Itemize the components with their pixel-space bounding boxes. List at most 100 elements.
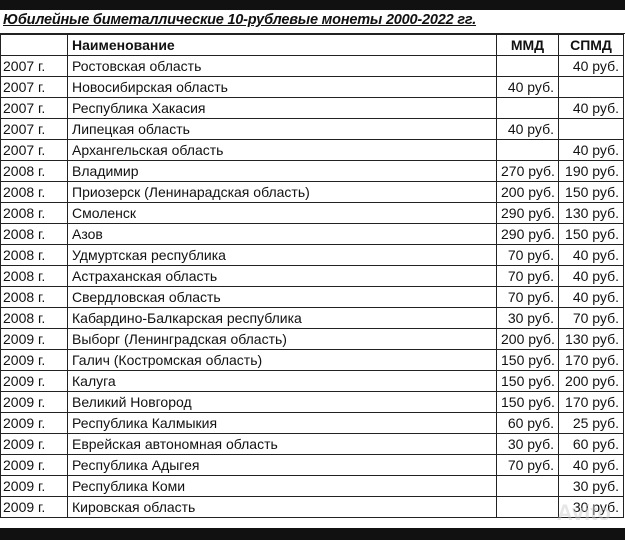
table-row: 2007 г. Новосибирская область 40 руб. bbox=[0, 76, 624, 98]
cell-year: 2009 г. bbox=[0, 391, 68, 413]
table-row: 2009 г. Еврейская автономная область 30 ру… bbox=[0, 433, 624, 455]
cell-spmd: 130 руб. bbox=[558, 328, 624, 350]
header-name: Наименование bbox=[67, 34, 497, 56]
cell-spmd bbox=[558, 118, 624, 140]
cell-year: 2009 г. bbox=[0, 433, 68, 455]
cell-spmd: 150 руб. bbox=[558, 223, 624, 245]
cell-mmd: 30 руб. bbox=[496, 433, 559, 455]
cell-name: Кабардино-Балкарская республика bbox=[67, 307, 497, 329]
cell-name: Еврейская автономная область bbox=[67, 433, 497, 455]
cell-name: Астраханская область bbox=[67, 265, 497, 287]
cell-spmd: 40 руб. bbox=[558, 265, 624, 287]
cell-spmd: 40 руб. bbox=[558, 97, 624, 119]
cell-year: 2009 г. bbox=[0, 412, 68, 434]
cell-mmd: 150 руб. bbox=[496, 370, 559, 392]
cell-mmd: 30 руб. bbox=[496, 307, 559, 329]
cell-name: Республика Хакасия bbox=[67, 97, 497, 119]
cell-year: 2008 г. bbox=[0, 202, 68, 224]
table-row: 2007 г. Ростовская область 40 руб. bbox=[0, 55, 624, 77]
cell-name: Республика Калмыкия bbox=[67, 412, 497, 434]
cell-spmd: 40 руб. bbox=[558, 286, 624, 308]
cell-spmd: 170 руб. bbox=[558, 391, 624, 413]
cell-year: 2009 г. bbox=[0, 349, 68, 371]
cell-name: Галич (Костромская область) bbox=[67, 349, 497, 371]
table-row: 2009 г. Республика Коми 30 руб. bbox=[0, 475, 624, 497]
cell-mmd bbox=[496, 496, 559, 518]
table-row: 2009 г. Галич (Костромская область) 150 ру… bbox=[0, 349, 624, 371]
cell-year: 2009 г. bbox=[0, 328, 68, 350]
cell-spmd: 60 руб. bbox=[558, 433, 624, 455]
table-row: 2008 г. Смоленск 290 руб. 130 руб. bbox=[0, 202, 624, 224]
cell-spmd: 190 руб. bbox=[558, 160, 624, 182]
cell-spmd: 200 руб. bbox=[558, 370, 624, 392]
table-row: 2008 г. Свердловская область 70 руб. 40 руб… bbox=[0, 286, 624, 308]
cell-spmd: 170 руб. bbox=[558, 349, 624, 371]
cell-year: 2008 г. bbox=[0, 181, 68, 203]
cell-name: Новосибирская область bbox=[67, 76, 497, 98]
cell-year: 2007 г. bbox=[0, 139, 68, 161]
cell-year: 2009 г. bbox=[0, 496, 68, 518]
table-row: 2007 г. Республика Хакасия 40 руб. bbox=[0, 97, 624, 119]
coins-table: Наименование ММД СПМД 2007 г. Ростовская … bbox=[0, 34, 624, 518]
header-mmd: ММД bbox=[496, 34, 559, 56]
cell-year: 2009 г. bbox=[0, 454, 68, 476]
cell-year: 2008 г. bbox=[0, 286, 68, 308]
cell-mmd: 70 руб. bbox=[496, 265, 559, 287]
cell-mmd bbox=[496, 97, 559, 119]
cell-year: 2007 г. bbox=[0, 76, 68, 98]
cell-mmd: 70 руб. bbox=[496, 454, 559, 476]
table-row: 2008 г. Удмуртская республика 70 руб. 40 ру… bbox=[0, 244, 624, 266]
cell-name: Владимир bbox=[67, 160, 497, 182]
cell-year: 2008 г. bbox=[0, 307, 68, 329]
cell-year: 2008 г. bbox=[0, 160, 68, 182]
cell-year: 2008 г. bbox=[0, 244, 68, 266]
cell-name: Кировская область bbox=[67, 496, 497, 518]
cell-mmd: 40 руб. bbox=[496, 76, 559, 98]
cell-name: Республика Адыгея bbox=[67, 454, 497, 476]
cell-mmd: 70 руб. bbox=[496, 286, 559, 308]
table-row: 2007 г. Архангельская область 40 руб. bbox=[0, 139, 624, 161]
cell-mmd: 290 руб. bbox=[496, 202, 559, 224]
cell-mmd: 200 руб. bbox=[496, 328, 559, 350]
cell-year: 2007 г. bbox=[0, 97, 68, 119]
cell-name: Выборг (Ленинградская область) bbox=[67, 328, 497, 350]
table-row: 2009 г. Республика Адыгея 70 руб. 40 руб. bbox=[0, 454, 624, 476]
cell-spmd: 40 руб. bbox=[558, 244, 624, 266]
cell-name: Липецкая область bbox=[67, 118, 497, 140]
cell-name: Архангельская область bbox=[67, 139, 497, 161]
cell-mmd: 150 руб. bbox=[496, 391, 559, 413]
header-year bbox=[0, 34, 68, 56]
cell-spmd: 40 руб. bbox=[558, 55, 624, 77]
spreadsheet: Юбилейные биметаллические 10-рублевые мо… bbox=[0, 10, 625, 528]
cell-name: Удмуртская республика bbox=[67, 244, 497, 266]
cell-name: Азов bbox=[67, 223, 497, 245]
divider bbox=[0, 33, 625, 34]
cell-name: Приозерск (Ленинарадская область) bbox=[67, 181, 497, 203]
cell-year: 2009 г. bbox=[0, 370, 68, 392]
table-row: 2009 г. Выборг (Ленинградская область) 200… bbox=[0, 328, 624, 350]
cell-name: Свердловская область bbox=[67, 286, 497, 308]
table-header: Наименование ММД СПМД bbox=[0, 34, 624, 56]
table-row: 2009 г. Великий Новгород 150 руб. 170 руб. bbox=[0, 391, 624, 413]
cell-year: 2009 г. bbox=[0, 475, 68, 497]
cell-spmd: 40 руб. bbox=[558, 454, 624, 476]
cell-year: 2008 г. bbox=[0, 265, 68, 287]
cell-year: 2008 г. bbox=[0, 223, 68, 245]
avito-watermark-logo: Avito bbox=[556, 500, 611, 525]
table-row: 2008 г. Владимир 270 руб. 190 руб. bbox=[0, 160, 624, 182]
table-row: 2007 г. Липецкая область 40 руб. bbox=[0, 118, 624, 140]
cell-spmd: 70 руб. bbox=[558, 307, 624, 329]
cell-mmd: 270 руб. bbox=[496, 160, 559, 182]
table-row: 2009 г. Кировская область 30 руб. bbox=[0, 496, 624, 518]
cell-year: 2007 г. bbox=[0, 118, 68, 140]
cell-name: Калуга bbox=[67, 370, 497, 392]
cell-mmd bbox=[496, 55, 559, 77]
cell-mmd: 70 руб. bbox=[496, 244, 559, 266]
cell-mmd: 290 руб. bbox=[496, 223, 559, 245]
cell-spmd bbox=[558, 76, 624, 98]
sheet-title: Юбилейные биметаллические 10-рублевые мо… bbox=[3, 12, 477, 28]
cell-spmd: 150 руб. bbox=[558, 181, 624, 203]
cell-name: Смоленск bbox=[67, 202, 497, 224]
cell-mmd: 200 руб. bbox=[496, 181, 559, 203]
cell-spmd: 30 руб. bbox=[558, 475, 624, 497]
